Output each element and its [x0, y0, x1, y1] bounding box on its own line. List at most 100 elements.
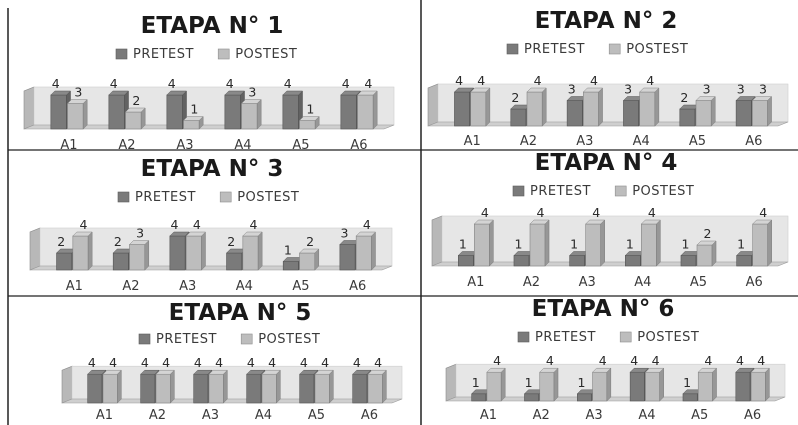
legend-postest-swatch: [240, 333, 253, 345]
bar-postest-a4-front: [261, 373, 277, 404]
legend-pretest-swatch: [506, 43, 519, 55]
bar-postest-a6-front: [752, 223, 768, 267]
bar-postest-a3-side: [223, 369, 228, 404]
legend-pretest-label: PRETEST: [133, 47, 194, 62]
bar-postest-a3: [582, 87, 604, 127]
category-label-a6: A6: [744, 408, 761, 423]
chart-title: ETAPA N° 1: [141, 13, 284, 39]
bar-postest-a5-top: [696, 240, 717, 246]
category-label-a1: A1: [467, 275, 484, 290]
bar-postest-a1-top: [72, 231, 93, 237]
chart-back-wall: [455, 363, 786, 398]
chart-title: ETAPA N° 4: [535, 150, 678, 176]
bar-pretest-a6-top: [340, 90, 362, 96]
data-label-postest-a5: 2: [704, 226, 712, 241]
bar-pretest-a2-front: [513, 255, 530, 267]
bar-postest-a5-front: [299, 120, 316, 130]
bar-postest-a1-side: [485, 87, 491, 127]
category-label-a2: A2: [533, 408, 550, 423]
bar-postest-a6-top: [355, 231, 377, 237]
category-label-a2: A2: [118, 138, 135, 153]
category-label-a6: A6: [361, 408, 378, 423]
category-label-a3: A3: [202, 408, 219, 423]
bar-postest-a4: [242, 231, 263, 271]
bar-postest-a5-top: [697, 367, 718, 373]
bar-pretest-a6-top: [352, 369, 372, 375]
bar-pretest-a1-front: [458, 255, 474, 267]
bar-postest-a1-top: [66, 99, 88, 104]
bar-postest-a6-front: [750, 371, 766, 402]
bar-pretest-a5-front: [679, 108, 696, 127]
bar-pretest-a3-top: [193, 369, 213, 375]
bar-postest-a3-front: [585, 223, 601, 267]
bar-postest-a5: [696, 240, 717, 267]
legend-postest-label: POSTEST: [258, 332, 320, 347]
bar-pretest-a4-top: [246, 369, 266, 375]
bar-postest-a3-side: [600, 219, 605, 267]
data-label-postest-a1: 4: [477, 73, 485, 88]
bar-postest-a4: [639, 87, 660, 127]
bar-postest-a3-top: [185, 231, 207, 237]
bar-postest-a3-top: [591, 367, 612, 373]
bar-postest-a1: [72, 231, 93, 271]
bar-postest-a4-front: [241, 103, 258, 130]
chart-back-wall: [33, 86, 395, 126]
data-label-postest-a5: 3: [703, 82, 711, 97]
bar-postest-a1: [486, 367, 506, 402]
category-label-a6: A6: [349, 279, 366, 294]
bar-postest-a4-top: [640, 219, 661, 225]
bar-pretest-a2-front: [108, 94, 125, 130]
bar-postest-a3: [185, 231, 207, 271]
bar-pretest-a5-front: [282, 261, 299, 271]
bar-pretest-a2-front: [140, 373, 156, 404]
bar-postest-a2-side: [541, 87, 547, 127]
bar-postest-a4-side: [257, 231, 263, 271]
bar-pretest-a3-top: [166, 90, 188, 96]
data-label-pretest-a4: 1: [626, 237, 634, 252]
bar-postest-a1-top: [486, 367, 506, 373]
bar-postest-a3-top: [208, 369, 228, 375]
category-label-a1: A1: [464, 134, 481, 149]
bar-pretest-a4-front: [629, 371, 645, 402]
data-label-pretest-a2: 1: [525, 375, 533, 390]
bar-postest-a4-front: [242, 235, 259, 271]
data-label-pretest-a5: 1: [284, 243, 292, 258]
data-label-postest-a5: 2: [306, 234, 314, 249]
category-label-a2: A2: [523, 275, 540, 290]
category-label-a1: A1: [96, 408, 113, 423]
chart-side-wall: [61, 365, 73, 404]
bar-postest-a4-side: [656, 219, 661, 267]
data-label-postest-a3: 4: [193, 217, 201, 232]
bar-pretest-a3-front: [577, 393, 592, 402]
data-label-pretest-a1: 1: [459, 237, 467, 252]
bar-postest-a6-top: [356, 90, 378, 96]
bar-postest-a1-top: [473, 219, 494, 225]
data-label-postest-a2: 4: [546, 353, 554, 368]
legend-pretest-swatch: [138, 333, 151, 345]
bar-postest-a6: [355, 231, 377, 271]
bar-postest-a4-top: [261, 369, 281, 375]
bar-postest-a5-front: [695, 100, 712, 127]
data-label-pretest-a6: 4: [736, 353, 744, 368]
bar-postest-a1-front: [72, 235, 89, 271]
data-label-pretest-a1: 4: [52, 76, 60, 91]
bar-pretest-a6-front: [735, 371, 751, 402]
category-label-a6: A6: [745, 134, 762, 149]
legend-postest-label: POSTEST: [632, 184, 694, 199]
legend-postest-swatch: [219, 191, 232, 203]
bar-postest-a4: [240, 98, 262, 130]
bar-postest-a2-front: [129, 244, 146, 271]
bar-pretest-a2-front: [510, 108, 527, 127]
data-label-postest-a6: 3: [759, 82, 767, 97]
bar-postest-a6: [752, 219, 773, 267]
chart-title: ETAPA N° 3: [141, 156, 284, 182]
bar-pretest-a3-front: [166, 94, 183, 130]
bar-postest-a1: [473, 219, 494, 267]
bar-postest-a5: [697, 367, 718, 402]
bar-postest-a2-top: [539, 367, 559, 373]
chart-back-wall: [437, 83, 789, 123]
category-label-a4: A4: [633, 134, 650, 149]
